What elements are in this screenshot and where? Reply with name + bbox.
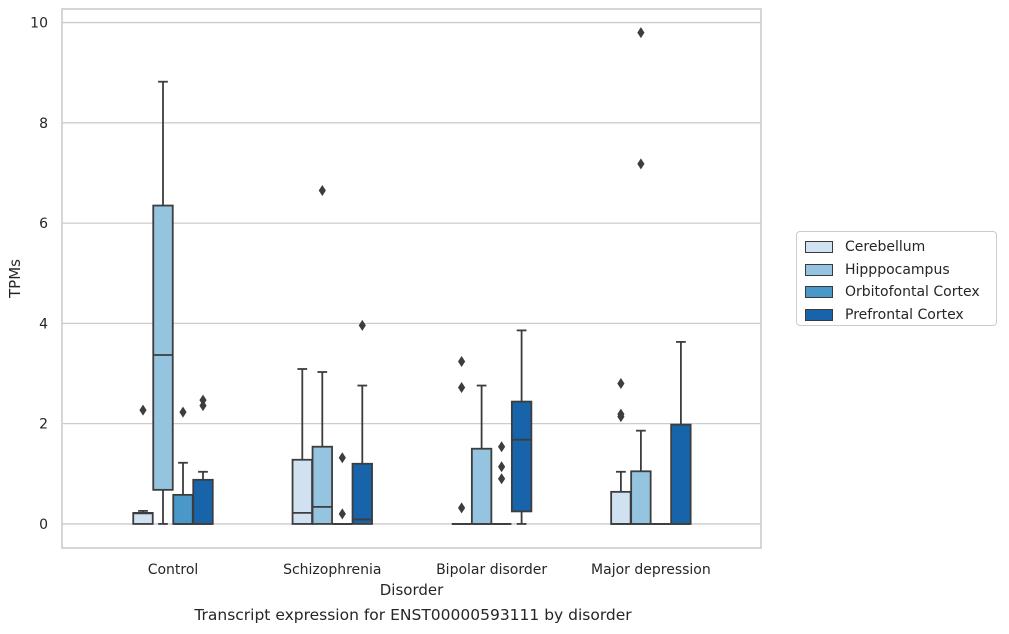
- outlier-point: [338, 452, 346, 464]
- outlier-point: [199, 400, 207, 412]
- box-layer: [132, 27, 692, 525]
- x-tick-labels: Control Schizophrenia Bipolar disorder Majo…: [148, 562, 711, 578]
- legend-label: Prefrontal Cortex: [845, 306, 964, 323]
- box-body: [630, 470, 652, 525]
- x-tick-label: Schizophrenia: [283, 562, 381, 578]
- y-tick-labels: 0 2 4 6 8 10: [30, 16, 48, 533]
- x-tick-label: Major depression: [591, 562, 711, 578]
- legend-label: Orbitofontal Cortex: [845, 284, 980, 301]
- legend-label: Cerebellum: [845, 239, 926, 256]
- box-body: [311, 445, 333, 525]
- box-0-0: [132, 404, 154, 525]
- outlier-point: [498, 461, 506, 473]
- outlier-point: [179, 406, 187, 418]
- outlier-point: [458, 502, 466, 514]
- box-3-3: [670, 341, 692, 525]
- box-body: [132, 512, 154, 525]
- y-tick-label: 0: [39, 517, 48, 533]
- box-body: [510, 400, 533, 513]
- legend-swatch: [805, 241, 833, 254]
- box-1-0: [152, 80, 174, 525]
- outlier-point: [139, 404, 147, 416]
- box-3-1: [351, 319, 373, 525]
- x-tick-label: Control: [148, 562, 199, 578]
- box-1-3: [630, 27, 652, 525]
- x-axis-label: Disorder: [380, 581, 444, 599]
- box-body: [351, 462, 373, 525]
- y-tick-label: 8: [39, 116, 48, 132]
- legend-item-prefrontal-cortex: Prefrontal Cortex: [805, 304, 996, 327]
- outlier-point: [358, 319, 366, 331]
- box-body: [670, 423, 692, 525]
- box-0-2: [451, 355, 472, 525]
- y-tick-label: 10: [30, 16, 48, 32]
- outlier-point: [318, 185, 326, 197]
- box-1-2: [470, 384, 493, 525]
- box-2-1: [332, 452, 353, 525]
- box-body: [192, 478, 214, 525]
- outlier-point: [617, 411, 625, 423]
- box-body: [152, 204, 174, 491]
- x-tick-label: Bipolar disorder: [436, 562, 547, 578]
- plot-area: [62, 9, 761, 548]
- outlier-point: [338, 508, 346, 520]
- box-body: [470, 447, 493, 525]
- box-1-1: [311, 185, 333, 525]
- outlier-point: [617, 378, 625, 390]
- outlier-point: [458, 382, 466, 394]
- legend-item-hippocampus: Hipppocampus: [805, 259, 996, 282]
- box-body: [291, 458, 313, 525]
- outlier-point: [637, 158, 645, 170]
- box-body: [172, 493, 194, 525]
- box-0-3: [610, 378, 632, 525]
- outlier-point: [199, 394, 207, 406]
- y-axis-label: TPMs: [6, 259, 24, 299]
- outlier-point: [458, 355, 466, 367]
- legend-swatch: [805, 286, 833, 299]
- legend-label: Hipppocampus: [845, 261, 950, 278]
- figure-caption: Transcript expression for ENST0000059311…: [194, 606, 632, 624]
- outlier-point: [637, 27, 645, 39]
- y-tick-label: 6: [39, 216, 48, 232]
- y-tick-label: 2: [39, 417, 48, 433]
- y-tick-label: 4: [39, 316, 48, 332]
- box-0-1: [291, 368, 313, 525]
- box-2-2: [491, 441, 512, 525]
- legend: Cerebellum Hipppocampus Orbitofontal Cor…: [796, 231, 997, 326]
- legend-swatch: [805, 308, 833, 321]
- box-3-0: [192, 394, 214, 525]
- legend-swatch: [805, 263, 833, 276]
- legend-item-orbitofrontal-cortex: Orbitofontal Cortex: [805, 281, 996, 304]
- legend-item-cerebellum: Cerebellum: [805, 236, 996, 259]
- outlier-point: [498, 473, 506, 485]
- box-3-2: [510, 329, 533, 525]
- box-body: [610, 490, 632, 525]
- plot-frame: [61, 8, 762, 549]
- outlier-point: [498, 441, 506, 453]
